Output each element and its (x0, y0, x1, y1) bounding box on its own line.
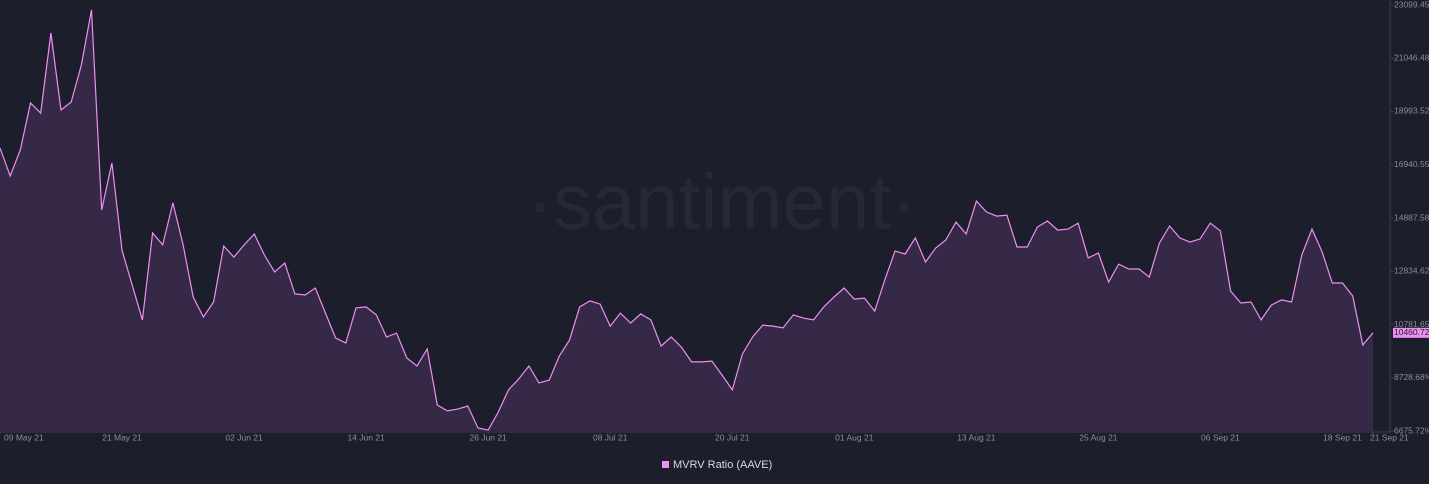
legend-swatch (662, 461, 669, 468)
last-value-marker (1393, 327, 1429, 338)
y-tick-label: 8728.68% (1394, 372, 1429, 382)
x-tick-label: 09 May 21 (4, 432, 44, 442)
x-tick-label: 14 Jun 21 (347, 432, 385, 442)
y-tick-label: 18993.52% (1394, 106, 1429, 116)
x-tick-label: 02 Jun 21 (225, 432, 263, 442)
y-tick-label: 12834.62% (1394, 265, 1429, 275)
y-tick-label: 6675.72% (1394, 425, 1429, 435)
last-value-label: 10460.72% (1394, 327, 1429, 337)
x-tick-label: 01 Aug 21 (835, 432, 874, 442)
y-tick-label: 23099.45% (1394, 0, 1429, 9)
x-tick-label: 18 Sep 21 (1323, 432, 1362, 442)
legend-label: MVRV Ratio (AAVE) (673, 459, 772, 471)
x-tick-label: 26 Jun 21 (470, 432, 508, 442)
area (0, 9, 1373, 432)
x-tick-label: 06 Sep 21 (1201, 432, 1240, 442)
y-tick-label: 10781.65% (1394, 319, 1429, 329)
x-tick-label: 08 Jul 21 (593, 432, 628, 442)
x-tick-label: 25 Aug 21 (1079, 432, 1118, 442)
line (0, 9, 1374, 431)
x-tick-label: 21 Sep 21 (1370, 432, 1409, 442)
y-tick-label: 21046.48% (1394, 53, 1429, 63)
y-tick-label: 16940.55% (1394, 159, 1429, 169)
x-tick-label: 20 Jul 21 (715, 432, 750, 442)
y-tick-label: 14887.58% (1394, 212, 1429, 222)
watermark: ·santiment· (527, 158, 917, 246)
x-tick-label: 13 Aug 21 (957, 432, 996, 442)
x-tick-label: 21 May 21 (102, 432, 142, 442)
